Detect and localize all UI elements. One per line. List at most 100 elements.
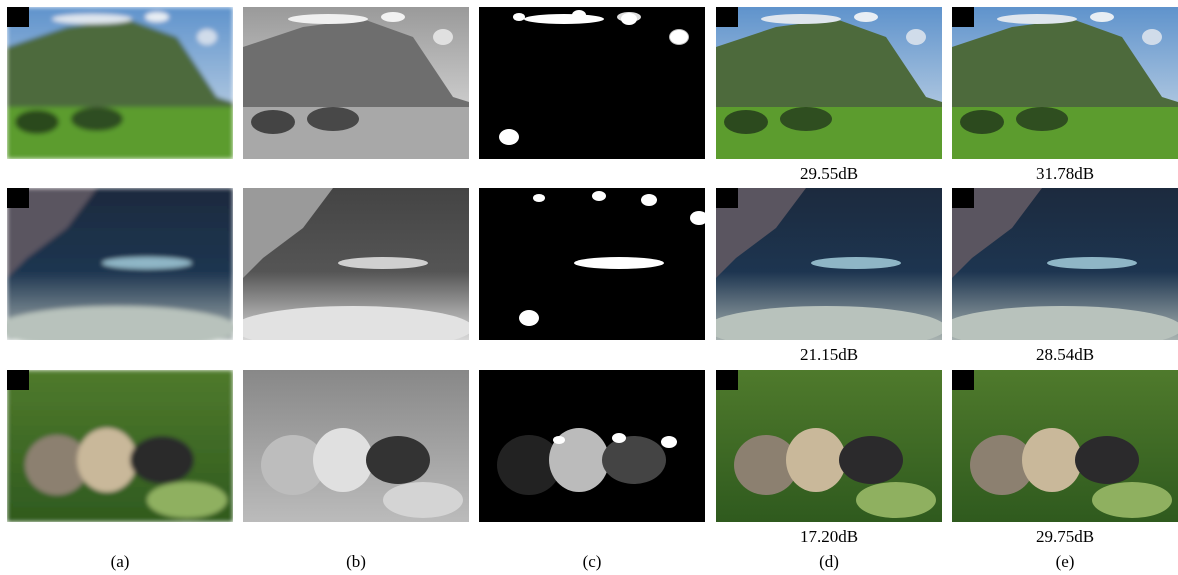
shape	[251, 110, 295, 134]
image-panel	[233, 188, 473, 350]
bright-blob	[499, 129, 519, 145]
shape	[381, 12, 405, 22]
shape	[780, 107, 832, 131]
image-content	[0, 188, 237, 350]
shape	[1092, 482, 1172, 518]
kernel-inset	[7, 188, 29, 208]
image-panel	[469, 188, 709, 350]
shape	[313, 428, 373, 492]
psnr-label: 17.20dB	[800, 527, 858, 546]
image-panel	[0, 188, 237, 350]
kernel-inset	[952, 370, 974, 390]
shape	[574, 257, 664, 269]
caption: (a)	[111, 552, 130, 571]
shape	[1047, 257, 1137, 269]
psnr-label: 21.15dB	[800, 345, 858, 364]
shape	[338, 257, 428, 269]
figure: 29.55dB 31.78dB 21.15dB 28.54dB 17.20dB 29.75…	[0, 0, 1178, 575]
shape	[524, 14, 604, 24]
bright-blob	[519, 310, 539, 326]
image-content	[243, 7, 469, 159]
image-panel	[952, 7, 1178, 159]
shape	[71, 107, 123, 131]
shape	[543, 107, 595, 131]
image-panel	[243, 370, 469, 522]
image-panel	[479, 7, 705, 159]
shape	[1142, 29, 1162, 45]
image-content	[942, 188, 1178, 350]
shape	[960, 110, 1004, 134]
image-content	[716, 7, 942, 159]
image-panel	[706, 188, 946, 350]
bright-blob	[641, 194, 657, 206]
image-panel	[952, 370, 1178, 522]
bright-blob	[539, 552, 559, 568]
image-panel	[716, 7, 942, 159]
shape	[811, 257, 901, 269]
shape	[197, 29, 217, 45]
psnr-label: 31.78dB	[1036, 164, 1094, 183]
bright-blob	[661, 436, 677, 448]
caption: (e)	[1056, 552, 1075, 571]
shape	[706, 306, 946, 350]
bright-blob	[612, 433, 626, 443]
kernel-inset	[952, 188, 974, 208]
shape	[233, 306, 473, 350]
bright-blob	[690, 211, 708, 225]
shape	[77, 428, 137, 492]
caption: (c)	[583, 552, 602, 571]
shape	[469, 306, 709, 350]
bright-blob	[533, 194, 545, 202]
shape	[433, 29, 453, 45]
bright-blob	[670, 30, 688, 44]
image-panel	[942, 188, 1178, 350]
psnr-label: 28.54dB	[1036, 345, 1094, 364]
image-panel	[7, 7, 233, 159]
shape	[602, 436, 666, 484]
image-panel	[716, 370, 942, 522]
shape	[1016, 107, 1068, 131]
caption: (d)	[819, 552, 839, 571]
image-content	[243, 370, 469, 522]
shape	[15, 110, 59, 134]
image-content	[233, 188, 473, 350]
shape	[761, 14, 841, 24]
psnr-label: 29.55dB	[800, 164, 858, 183]
bright-blob	[592, 191, 606, 201]
kernel-inset	[7, 370, 29, 390]
bright-blob	[553, 436, 565, 444]
shape	[1090, 12, 1114, 22]
shape	[997, 14, 1077, 24]
shape	[724, 110, 768, 134]
shape	[786, 428, 846, 492]
psnr-label: 29.75dB	[1036, 527, 1094, 546]
shape	[619, 482, 699, 518]
shape	[383, 482, 463, 518]
shape	[906, 29, 926, 45]
shape	[147, 482, 227, 518]
kernel-inset	[716, 188, 738, 208]
image-content	[469, 188, 709, 350]
shape	[856, 482, 936, 518]
kernel-inset	[7, 7, 29, 27]
shape	[102, 257, 192, 269]
shape	[0, 306, 237, 350]
bright-blob	[513, 13, 525, 21]
kernel-inset	[952, 7, 974, 27]
shape	[366, 436, 430, 484]
shape	[52, 14, 132, 24]
shape	[145, 12, 169, 22]
kernel-inset	[716, 7, 738, 27]
shape	[130, 436, 194, 484]
shape	[1022, 428, 1082, 492]
image-panel	[479, 370, 728, 568]
caption: (b)	[346, 552, 366, 571]
shape	[1075, 436, 1139, 484]
image-content	[706, 188, 946, 350]
image-content	[479, 7, 705, 159]
image-content	[716, 370, 942, 522]
image-content	[7, 370, 233, 522]
image-content	[952, 7, 1178, 159]
bright-blob	[572, 10, 586, 20]
shape	[839, 436, 903, 484]
